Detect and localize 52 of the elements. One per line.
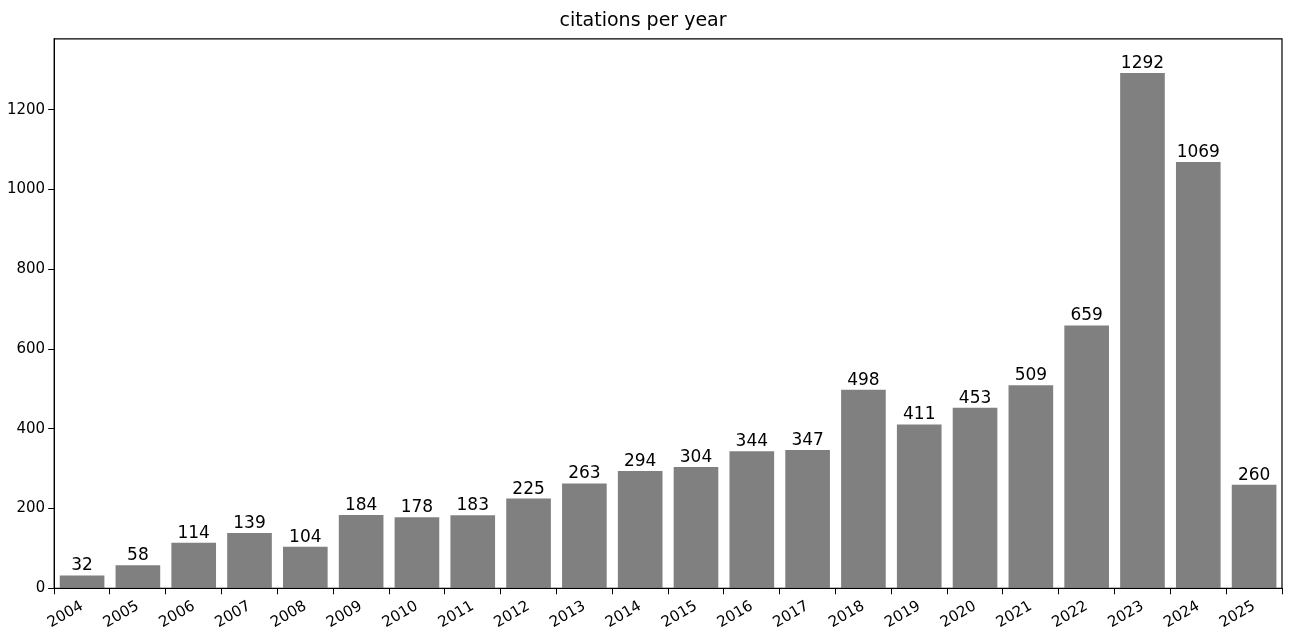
bar (338, 514, 384, 588)
data-label: 183 (456, 494, 489, 515)
data-label: 114 (177, 521, 210, 542)
data-label: 178 (400, 496, 434, 517)
y-tick-label: 0 (35, 578, 46, 597)
bar (673, 467, 719, 588)
y-tick-label: 400 (16, 418, 46, 437)
bar (617, 471, 663, 588)
data-label: 347 (791, 428, 824, 449)
bar (59, 575, 105, 588)
data-label: 659 (1070, 304, 1103, 325)
y-tick-label: 1000 (6, 179, 46, 198)
bar (283, 546, 328, 588)
y-tick-label: 600 (16, 338, 46, 357)
data-label: 58 (127, 544, 149, 565)
data-label: 1292 (1120, 52, 1165, 73)
bar (115, 565, 161, 588)
data-label: 509 (1014, 364, 1048, 385)
chart-title: citations per year (559, 8, 727, 31)
bar (227, 532, 272, 588)
data-label: 304 (679, 446, 713, 467)
data-label: 32 (71, 554, 93, 575)
data-label: 225 (512, 477, 545, 498)
data-label: 498 (847, 368, 880, 389)
bar (506, 498, 551, 588)
data-label: 1069 (1176, 140, 1220, 161)
data-label: 139 (233, 511, 266, 532)
bar (1120, 73, 1165, 588)
data-label: 104 (289, 525, 322, 546)
bar (1064, 325, 1109, 588)
bar (1231, 484, 1277, 588)
bar (1008, 385, 1054, 588)
bar (1175, 162, 1221, 588)
bar (729, 451, 775, 588)
data-label: 263 (568, 462, 601, 483)
bar (450, 515, 496, 588)
bar (952, 407, 998, 588)
data-label: 411 (903, 403, 936, 424)
data-label: 344 (735, 430, 769, 451)
bar (896, 424, 942, 588)
y-tick-label: 800 (16, 259, 46, 278)
bar (785, 449, 830, 588)
bar (841, 389, 886, 588)
data-label: 453 (958, 386, 992, 407)
y-tick-label: 200 (16, 498, 46, 517)
bar (171, 542, 217, 588)
data-label: 184 (344, 493, 378, 514)
data-label: 294 (623, 450, 657, 470)
y-tick-label: 1200 (6, 99, 46, 118)
bar (394, 517, 440, 588)
data-label: 260 (1237, 463, 1271, 484)
bar (562, 483, 607, 588)
